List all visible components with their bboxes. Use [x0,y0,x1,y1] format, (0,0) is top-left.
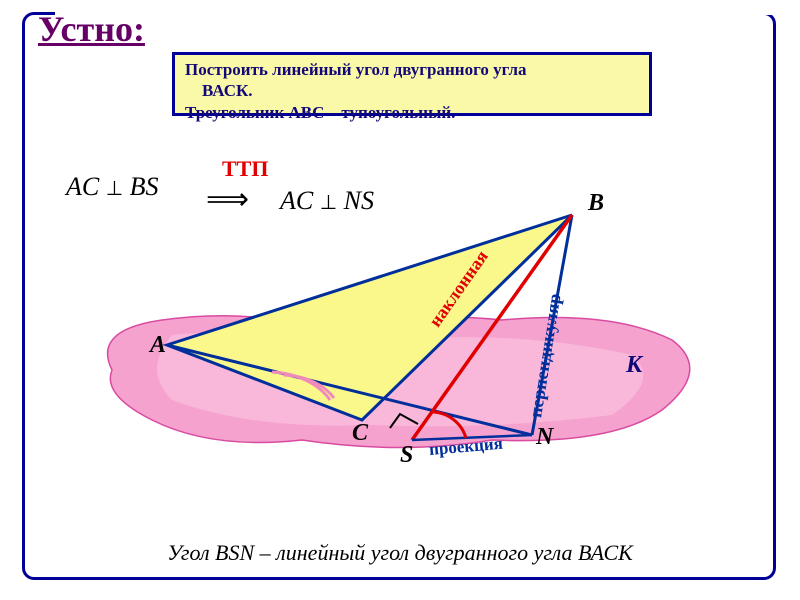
label-b: В [588,190,604,217]
label-c: С [352,420,368,447]
conclusion-text: Угол BSN – линейный угол двугранного угл… [0,540,800,566]
task-line2: ВАСК. [202,81,253,100]
label-n: N [536,424,553,451]
label-k: К [626,352,642,379]
geometry-diagram [72,180,712,520]
title: Устно: [38,8,145,50]
label-a: А [150,332,166,359]
label-s: S [400,442,413,469]
ttp-label: ТТП [222,156,268,182]
task-box: Построить линейный угол двугранного угла… [172,52,652,116]
frame-cut [55,9,775,15]
task-line3: Треугольник АВС – тупоугольный. [185,103,455,122]
task-line1: Построить линейный угол двугранного угла [185,60,527,79]
